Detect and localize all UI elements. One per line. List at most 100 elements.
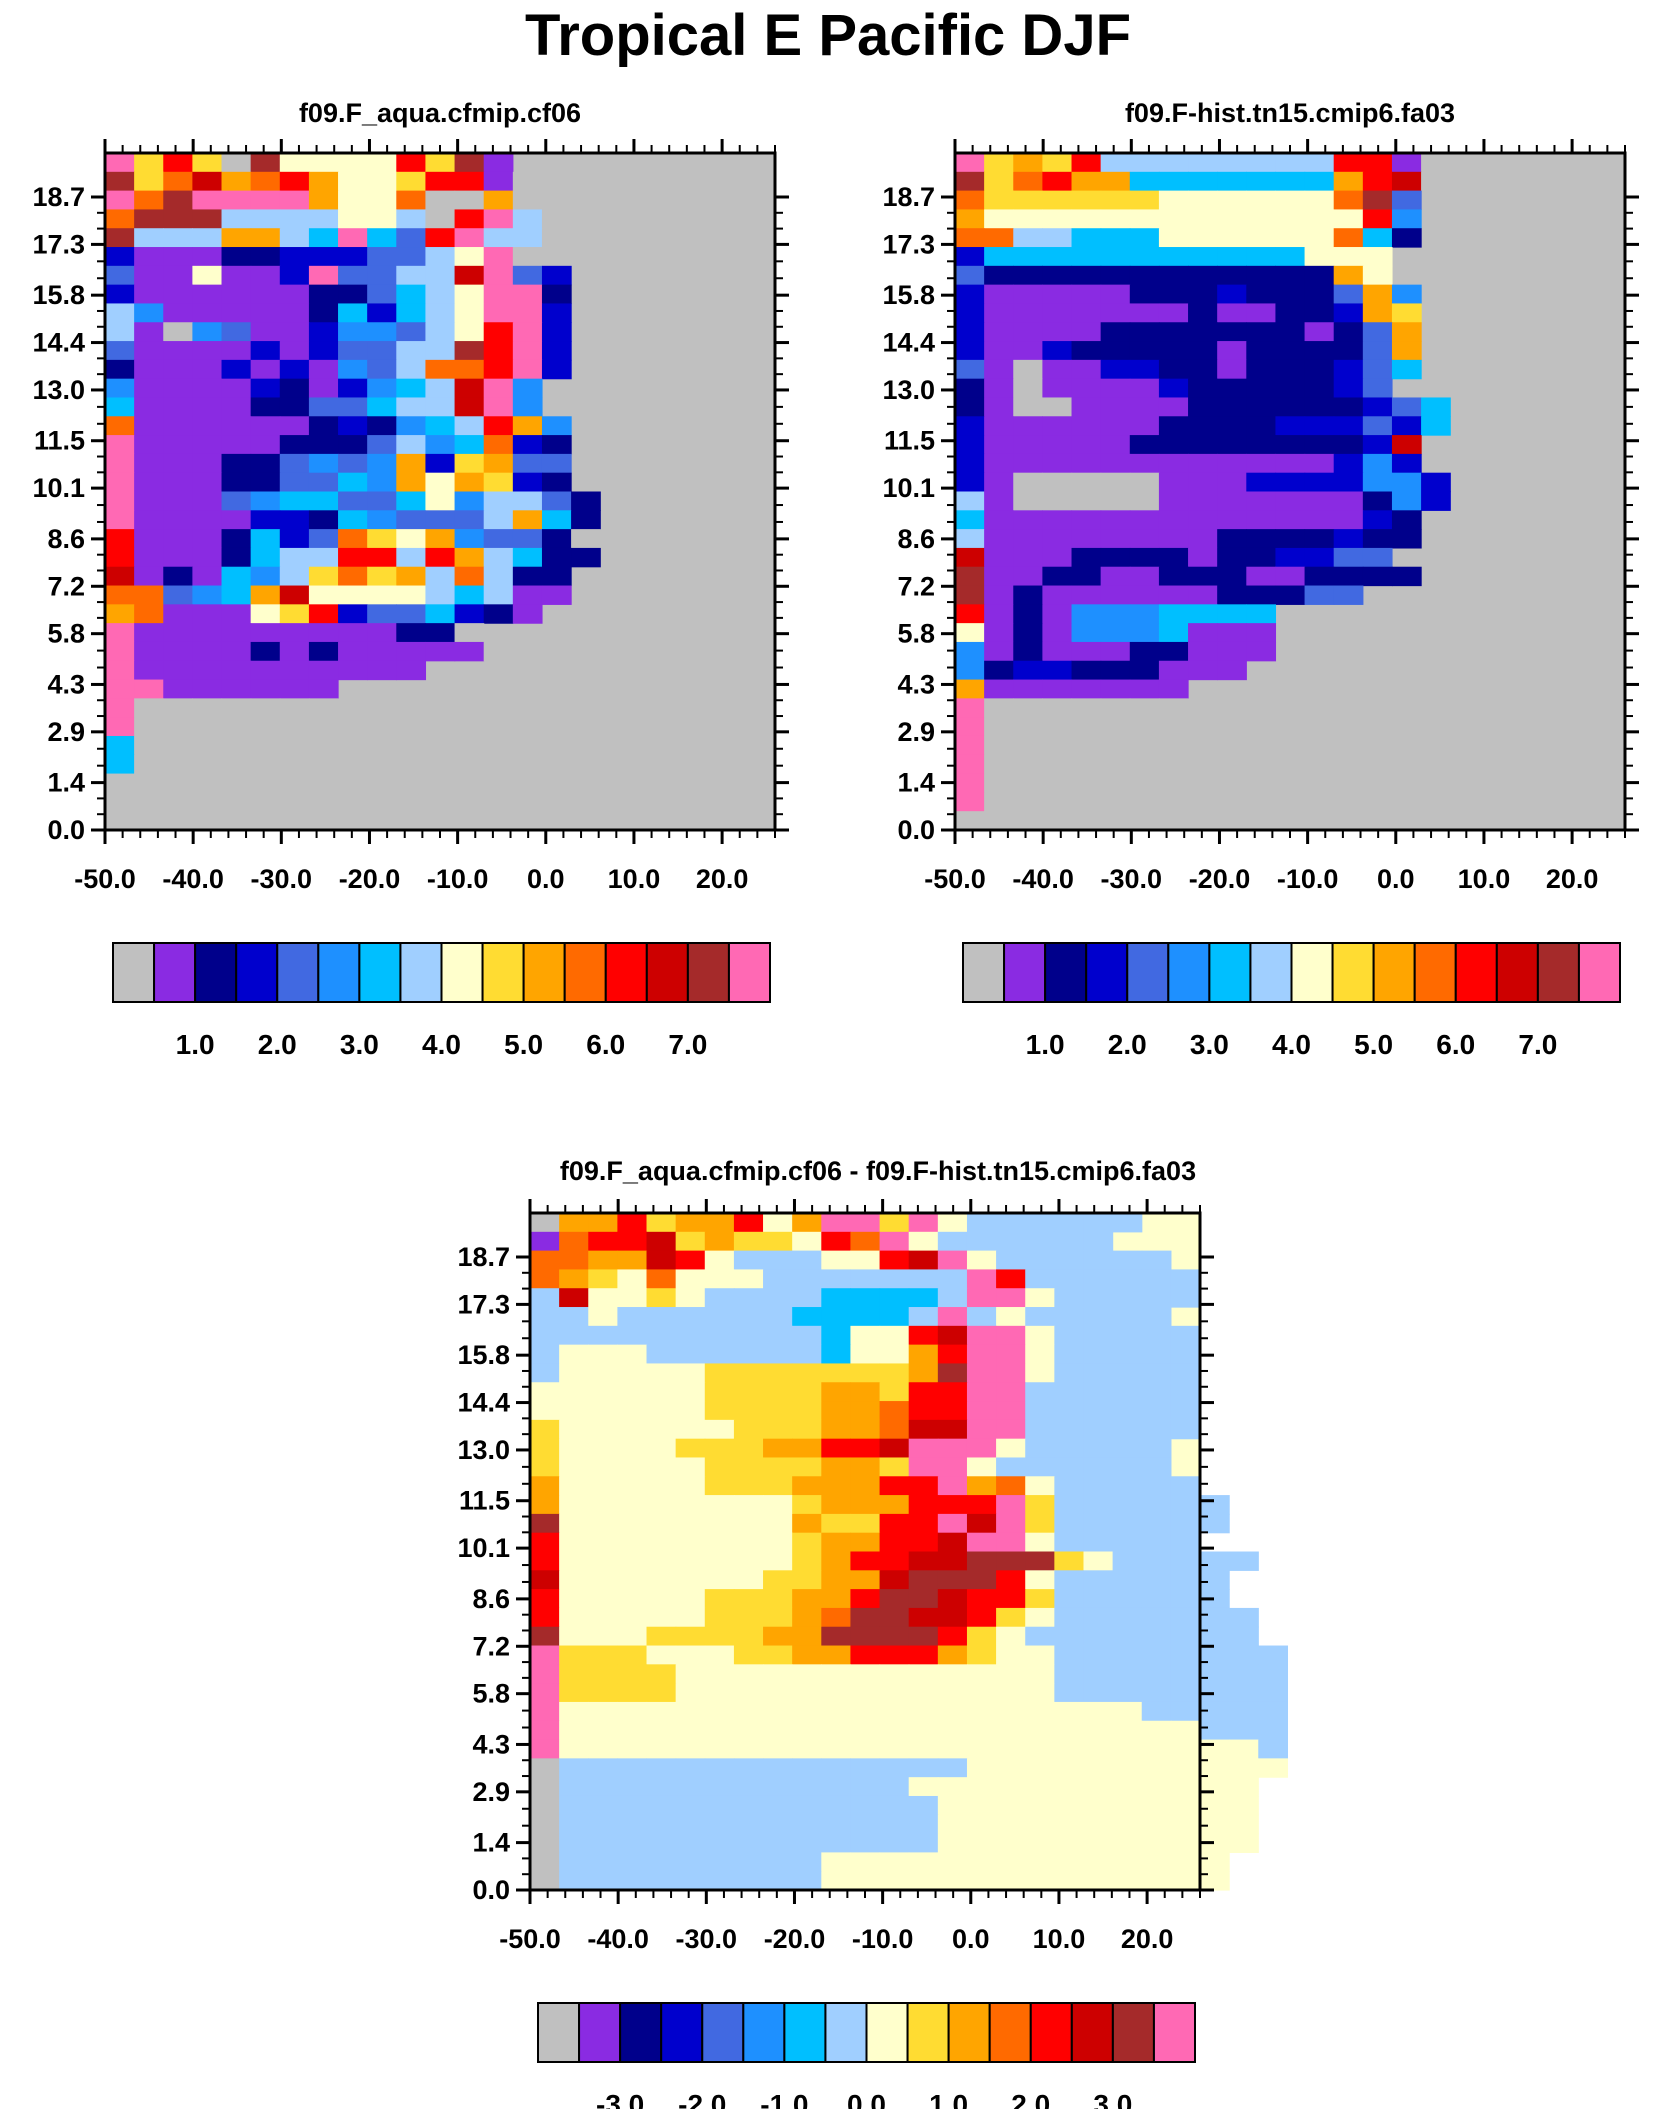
heatmap-cell — [704, 1589, 735, 1609]
heatmap-cell — [1141, 1814, 1172, 1835]
heatmap-cell — [1333, 303, 1364, 323]
heatmap-cell — [1246, 284, 1277, 305]
heatmap-cell — [763, 1513, 793, 1534]
heatmap-cell — [1054, 1664, 1085, 1684]
heatmap-cell — [308, 190, 339, 211]
heatmap-cell — [1100, 792, 1131, 812]
heatmap-cell — [996, 1213, 1026, 1233]
heatmap-cell — [588, 1645, 618, 1665]
colorbar-swatch — [317, 942, 361, 1003]
colorbar-label: 3.0 — [340, 1029, 379, 1060]
heatmap-cell — [1100, 491, 1131, 511]
heatmap-cell — [908, 1344, 939, 1365]
heatmap-cell — [850, 1231, 881, 1252]
heatmap-cell — [1200, 1570, 1230, 1590]
heatmap-cell — [879, 1589, 910, 1609]
heatmap-cell — [996, 1532, 1026, 1553]
colorbar-swatch — [1372, 942, 1416, 1003]
heatmap-cell — [1141, 1476, 1172, 1496]
heatmap-cell — [105, 510, 135, 530]
heatmap-cell — [675, 1269, 706, 1289]
heatmap-cell — [1391, 435, 1422, 455]
heatmap-cell — [367, 529, 397, 549]
heatmap-cell — [1100, 190, 1131, 211]
heatmap-cell — [675, 1664, 706, 1684]
heatmap-cell — [1170, 1401, 1201, 1421]
heatmap-cell — [1333, 209, 1364, 229]
heatmap-cell — [1275, 510, 1306, 530]
heatmap-cell — [1141, 1250, 1172, 1271]
heatmap-cell — [425, 510, 456, 530]
heatmap-cell — [821, 1457, 852, 1477]
heatmap-cell — [1112, 1589, 1143, 1609]
heatmap-cell — [279, 585, 310, 605]
colorbar-swatch — [619, 2002, 663, 2063]
heatmap-cell — [996, 1852, 1026, 1872]
heatmap-cell — [763, 1645, 793, 1665]
heatmap-cell — [1188, 341, 1218, 361]
heatmap-cell — [984, 397, 1014, 417]
heatmap-cell — [367, 566, 397, 587]
heatmap-cell — [1083, 1607, 1114, 1628]
heatmap-cell — [1042, 792, 1073, 812]
heatmap-cell — [763, 1401, 793, 1421]
heatmap-cell — [1025, 1683, 1055, 1703]
main-title: Tropical E Pacific DJF — [525, 3, 1131, 68]
heatmap-cell — [1158, 341, 1189, 361]
heatmap-cell — [1304, 491, 1335, 511]
heatmap-cell — [134, 547, 164, 568]
heatmap-cell — [1100, 754, 1131, 775]
heatmap-cell — [733, 1513, 764, 1534]
heatmap-cell — [541, 209, 572, 229]
heatmap-cell — [879, 1852, 910, 1872]
heatmap-cell — [250, 510, 281, 530]
heatmap-cell — [367, 547, 397, 568]
heatmap-cell — [984, 641, 1014, 662]
heatmap-cell — [512, 265, 543, 286]
heatmap-cell — [1025, 1645, 1055, 1665]
heatmap-cell — [105, 660, 135, 681]
heatmap-cell — [134, 416, 164, 436]
heatmap-cell — [512, 359, 543, 380]
heatmap-cell — [1054, 1363, 1085, 1383]
heatmap-cell — [1217, 247, 1247, 267]
heatmap-cell — [1229, 1626, 1259, 1647]
heatmap-cell — [559, 1250, 589, 1271]
heatmap-cell — [134, 209, 164, 229]
heatmap-cell — [250, 472, 281, 493]
heatmap-cell — [1071, 811, 1102, 831]
heatmap-cell — [588, 1476, 618, 1496]
heatmap-cell — [1333, 529, 1364, 549]
heatmap-cell — [1304, 547, 1335, 568]
heatmap-cell — [646, 1701, 677, 1722]
heatmap-cell — [646, 1814, 677, 1835]
heatmap-cell — [1188, 641, 1218, 662]
colorbar-label: 1.0 — [176, 1029, 215, 1060]
heatmap-cell — [617, 1250, 648, 1271]
heatmap-cell — [221, 284, 252, 305]
heatmap-cell — [483, 547, 514, 568]
heatmap-cell — [308, 284, 339, 305]
heatmap-cell — [308, 265, 339, 286]
heatmap-cell — [1391, 453, 1422, 474]
heatmap-cell — [192, 341, 223, 361]
heatmap-cell — [396, 284, 427, 305]
heatmap-cell — [1083, 1513, 1114, 1534]
heatmap-cell — [250, 153, 281, 173]
heatmap-cell — [105, 228, 135, 248]
heatmap-cell — [984, 284, 1014, 305]
heatmap-cell — [966, 1664, 997, 1684]
heatmap-cell — [134, 397, 164, 417]
heatmap-cell — [425, 190, 456, 211]
heatmap-cell — [908, 1419, 939, 1440]
heatmap-cell — [588, 1852, 618, 1872]
y-tick-label: 14.4 — [32, 328, 85, 358]
heatmap-cell — [425, 247, 456, 267]
heatmap-cell — [792, 1476, 822, 1496]
heatmap-cell — [879, 1664, 910, 1684]
x-tick-label: -30.0 — [1101, 864, 1163, 894]
heatmap-cell — [425, 209, 456, 229]
heatmap-cell — [454, 359, 485, 380]
heatmap-cell — [675, 1476, 706, 1496]
heatmap-cell — [937, 1589, 968, 1609]
